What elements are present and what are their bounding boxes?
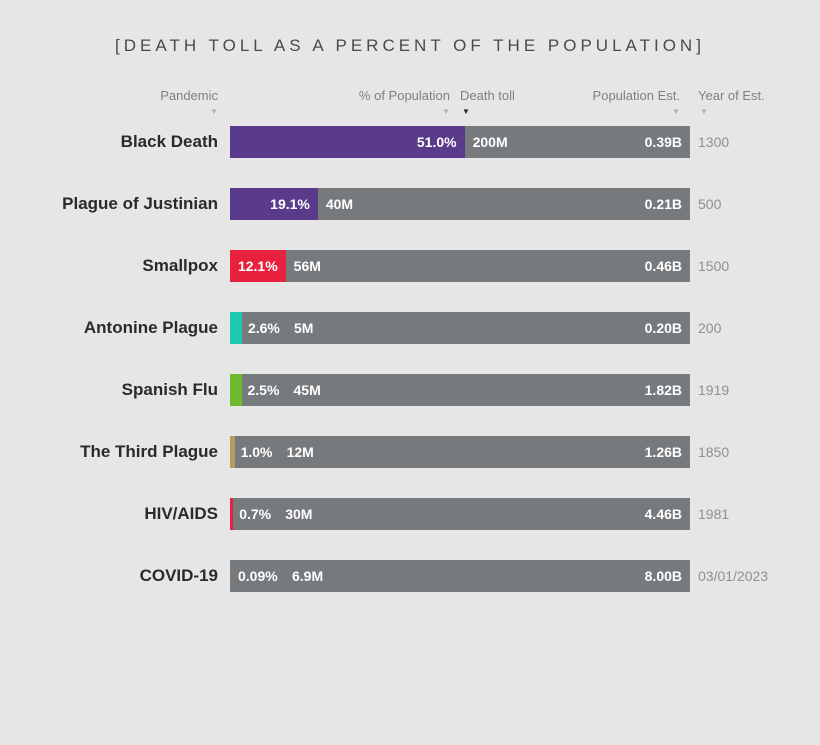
row-pct-label: 2.5% bbox=[248, 374, 280, 406]
row-bar: 1.0% 12M 1.26B bbox=[230, 436, 690, 468]
row-year-label: 1919 bbox=[690, 382, 780, 398]
row-toll-label: 12M bbox=[287, 436, 314, 468]
row-name: HIV/AIDS bbox=[40, 504, 230, 524]
row-bar-fill bbox=[230, 436, 235, 468]
rows-container: Black Death51.0%200M 0.39B 1300 Plague of J… bbox=[40, 126, 780, 592]
row-name: COVID-19 bbox=[40, 566, 230, 586]
header-toll[interactable]: Death toll ▼ bbox=[460, 88, 550, 118]
header-year[interactable]: Year of Est. ▼ bbox=[690, 88, 780, 118]
header-row: Pandemic ▼ % of Population ▼ Death toll … bbox=[40, 88, 780, 118]
row-pct-label: 51.0% bbox=[230, 126, 465, 158]
row-toll-label: 56M bbox=[294, 250, 321, 282]
header-pct[interactable]: % of Population ▼ bbox=[230, 88, 460, 118]
row-name: The Third Plague bbox=[40, 442, 230, 462]
row-pop-label: 0.39B bbox=[645, 126, 682, 158]
header-pop[interactable]: Population Est. ▼ bbox=[550, 88, 690, 118]
row-year-label: 1300 bbox=[690, 134, 780, 150]
row-bar: 19.1% 40M 0.21B bbox=[230, 188, 690, 220]
header-toll-label: Death toll bbox=[460, 88, 515, 103]
row-name: Plague of Justinian bbox=[40, 194, 230, 214]
row-year-label: 1981 bbox=[690, 506, 780, 522]
row-year-label: 1500 bbox=[690, 258, 780, 274]
row-name: Smallpox bbox=[40, 256, 230, 276]
data-row: The Third Plague 1.0% 12M 1.26B 1850 bbox=[40, 436, 780, 468]
row-pct-label: 0.09% bbox=[238, 560, 278, 592]
data-row: Black Death51.0%200M 0.39B 1300 bbox=[40, 126, 780, 158]
row-bar: 2.6% 5M 0.20B bbox=[230, 312, 690, 344]
row-bar: 0.7% 30M 4.46B bbox=[230, 498, 690, 530]
data-row: COVID-19 0.09% 6.9M 8.00B 03/01/2023 bbox=[40, 560, 780, 592]
header-pct-label: % of Population bbox=[359, 88, 450, 103]
row-toll-label: 45M bbox=[294, 374, 321, 406]
sort-indicator-icon: ▼ bbox=[700, 107, 708, 116]
row-name: Antonine Plague bbox=[40, 318, 230, 338]
row-year-label: 1850 bbox=[690, 444, 780, 460]
row-toll-label: 5M bbox=[294, 312, 313, 344]
row-toll-label: 30M bbox=[285, 498, 312, 530]
row-toll-label: 200M bbox=[473, 126, 508, 158]
row-pop-label: 0.21B bbox=[645, 188, 682, 220]
row-bar-fill bbox=[230, 374, 242, 406]
row-year-label: 500 bbox=[690, 196, 780, 212]
sort-indicator-icon: ▼ bbox=[672, 107, 680, 116]
row-pct-label: 12.1% bbox=[230, 250, 286, 282]
chart-title: [DEATH TOLL AS A PERCENT OF THE POPULATI… bbox=[40, 36, 780, 56]
header-pop-label: Population Est. bbox=[593, 88, 680, 103]
row-pop-label: 0.20B bbox=[645, 312, 682, 344]
header-pandemic[interactable]: Pandemic ▼ bbox=[40, 88, 230, 118]
row-bar: 51.0%200M 0.39B bbox=[230, 126, 690, 158]
row-name: Spanish Flu bbox=[40, 380, 230, 400]
chart-container: [DEATH TOLL AS A PERCENT OF THE POPULATI… bbox=[0, 0, 820, 632]
data-row: HIV/AIDS 0.7% 30M 4.46B 1981 bbox=[40, 498, 780, 530]
sort-indicator-icon: ▼ bbox=[462, 107, 470, 116]
row-pop-label: 4.46B bbox=[645, 498, 682, 530]
row-pop-label: 0.46B bbox=[645, 250, 682, 282]
row-bar: 12.1% 56M 0.46B bbox=[230, 250, 690, 282]
row-bar-fill bbox=[230, 560, 232, 592]
row-pop-label: 8.00B bbox=[645, 560, 682, 592]
data-row: Spanish Flu 2.5% 45M 1.82B 1919 bbox=[40, 374, 780, 406]
row-pct-label: 19.1% bbox=[230, 188, 318, 220]
sort-indicator-icon: ▼ bbox=[442, 107, 450, 116]
row-toll-label: 6.9M bbox=[292, 560, 323, 592]
row-bar-fill bbox=[230, 498, 233, 530]
sort-indicator-icon: ▼ bbox=[210, 107, 218, 116]
data-row: Plague of Justinian19.1% 40M 0.21B 500 bbox=[40, 188, 780, 220]
row-pct-label: 2.6% bbox=[248, 312, 280, 344]
row-bar: 2.5% 45M 1.82B bbox=[230, 374, 690, 406]
row-year-label: 03/01/2023 bbox=[690, 568, 780, 584]
row-pct-label: 1.0% bbox=[241, 436, 273, 468]
row-pct-label: 0.7% bbox=[239, 498, 271, 530]
row-name: Black Death bbox=[40, 132, 230, 152]
row-bar-fill bbox=[230, 312, 242, 344]
row-year-label: 200 bbox=[690, 320, 780, 336]
row-pop-label: 1.26B bbox=[645, 436, 682, 468]
header-pandemic-label: Pandemic bbox=[160, 88, 218, 103]
data-row: Antonine Plague 2.6% 5M 0.20B 200 bbox=[40, 312, 780, 344]
row-toll-label: 40M bbox=[326, 188, 353, 220]
row-pop-label: 1.82B bbox=[645, 374, 682, 406]
row-bar: 0.09% 6.9M 8.00B bbox=[230, 560, 690, 592]
header-year-label: Year of Est. bbox=[698, 88, 765, 103]
data-row: Smallpox12.1% 56M 0.46B 1500 bbox=[40, 250, 780, 282]
